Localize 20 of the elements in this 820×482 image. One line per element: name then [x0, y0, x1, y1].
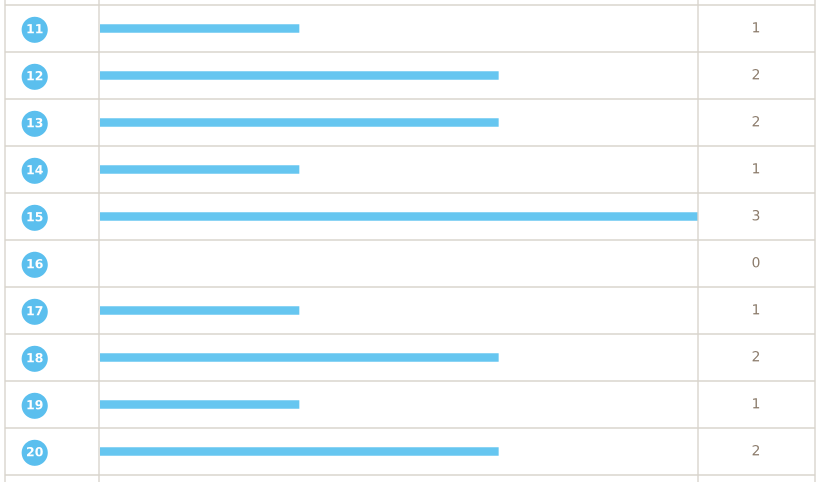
y-tick-label: 13	[27, 118, 42, 128]
data-label: 2	[752, 445, 760, 456]
y-tick-label: 19	[27, 400, 43, 410]
y-tick-label: 15	[27, 212, 43, 222]
data-label: 1	[753, 163, 760, 174]
y-tick-label: 18	[27, 352, 43, 362]
data-label: 1	[753, 304, 760, 314]
data-label: 3	[752, 210, 760, 221]
y-tick-label: 20	[27, 446, 43, 456]
data-label: 2	[752, 69, 760, 80]
y-tick-label: 14	[27, 165, 43, 174]
data-label: 1	[753, 22, 760, 32]
y-tick-label: 12	[27, 70, 42, 80]
data-label: 2	[752, 116, 760, 126]
data-label: 1	[753, 398, 760, 408]
data-label: 0	[752, 257, 760, 268]
y-tick-label: 17	[27, 306, 42, 316]
data-label: 2	[752, 351, 760, 362]
y-tick-label: 16	[27, 258, 43, 268]
y-tick-label: 11	[27, 24, 43, 34]
